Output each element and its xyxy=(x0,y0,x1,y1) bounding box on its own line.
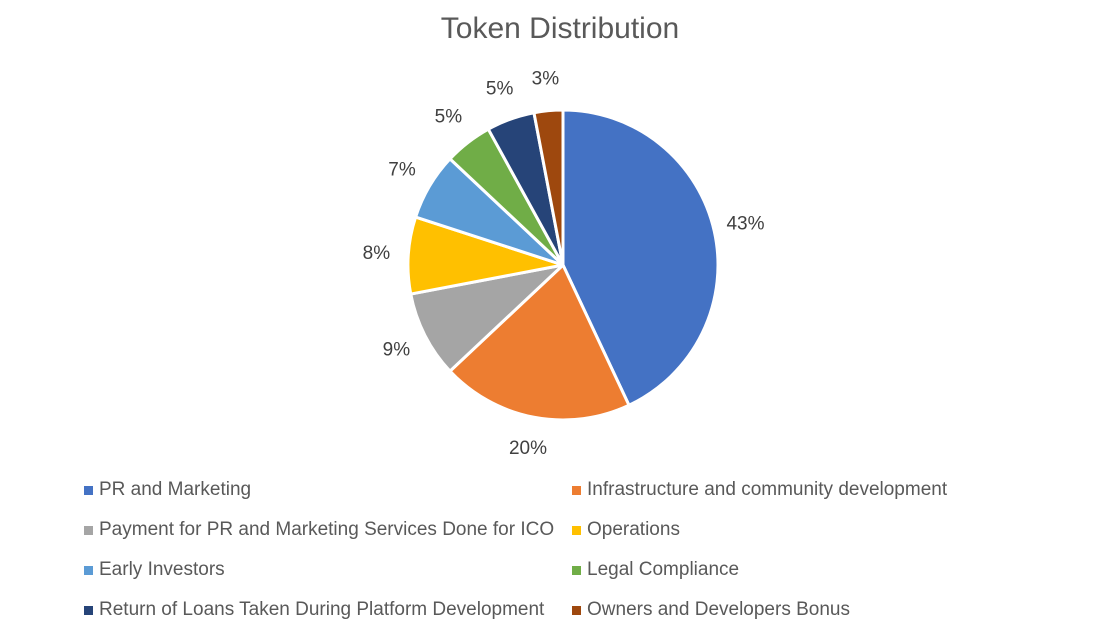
legend-swatch xyxy=(572,565,581,575)
legend-swatch xyxy=(572,485,581,495)
legend-item-infrastructure-and-community-development: Infrastructure and community development xyxy=(572,478,1072,502)
pie-slice-infrastructure-and-community-development xyxy=(448,263,631,422)
legend-swatch xyxy=(84,605,93,615)
legend-item-pr-and-marketing: PR and Marketing xyxy=(84,478,572,502)
data-label-early-investors: 7% xyxy=(388,159,416,180)
legend-label: Early Investors xyxy=(99,559,225,580)
pie-slice-owners-and-developers-bonus xyxy=(532,108,565,267)
legend-label: Owners and Developers Bonus xyxy=(587,599,850,620)
data-label-operations: 8% xyxy=(363,243,391,264)
legend-label: Return of Loans Taken During Platform De… xyxy=(99,599,545,620)
pie-slice-payment-for-pr-and-marketing-services-done-for-ico xyxy=(409,263,565,373)
legend-label: PR and Marketing xyxy=(99,479,252,500)
legend-label: Legal Compliance xyxy=(587,559,740,580)
chart-title: Token Distribution xyxy=(440,12,680,45)
data-label-owners-and-developers-bonus: 3% xyxy=(532,68,560,89)
legend-swatch xyxy=(572,525,581,535)
data-label-legal-compliance: 5% xyxy=(435,107,463,128)
data-label-infrastructure-and-community-development: 20% xyxy=(509,438,547,459)
data-label-return-of-loans-taken-during-platform-development: 5% xyxy=(486,79,514,100)
legend-item-legal-compliance: Legal Compliance xyxy=(572,558,1072,582)
legend-label: Operations xyxy=(587,519,680,540)
legend-swatch xyxy=(84,525,93,535)
legend-label: Payment for PR and Marketing Services Do… xyxy=(99,519,555,540)
legend-swatch xyxy=(84,485,93,495)
legend-label: Infrastructure and community development xyxy=(587,479,948,500)
legend-swatch xyxy=(84,565,93,575)
data-label-pr-and-marketing: 43% xyxy=(726,214,764,235)
legend-swatch xyxy=(572,605,581,615)
legend-item-payment-for-pr-and-marketing-services-done-for-ico: Payment for PR and Marketing Services Do… xyxy=(84,518,572,542)
legend-item-early-investors: Early Investors xyxy=(84,558,572,582)
legend-item-owners-and-developers-bonus: Owners and Developers Bonus xyxy=(572,598,1072,622)
pie-slice-pr-and-marketing xyxy=(561,108,720,407)
legend-item-operations: Operations xyxy=(572,518,1072,542)
data-label-payment-for-pr-and-marketing-services-done-for-ico: 9% xyxy=(383,339,411,360)
legend: PR and Marketing Infrastructure and commu… xyxy=(84,478,1084,622)
legend-item-return-of-loans-taken-during-platform-development: Return of Loans Taken During Platform De… xyxy=(84,598,572,622)
